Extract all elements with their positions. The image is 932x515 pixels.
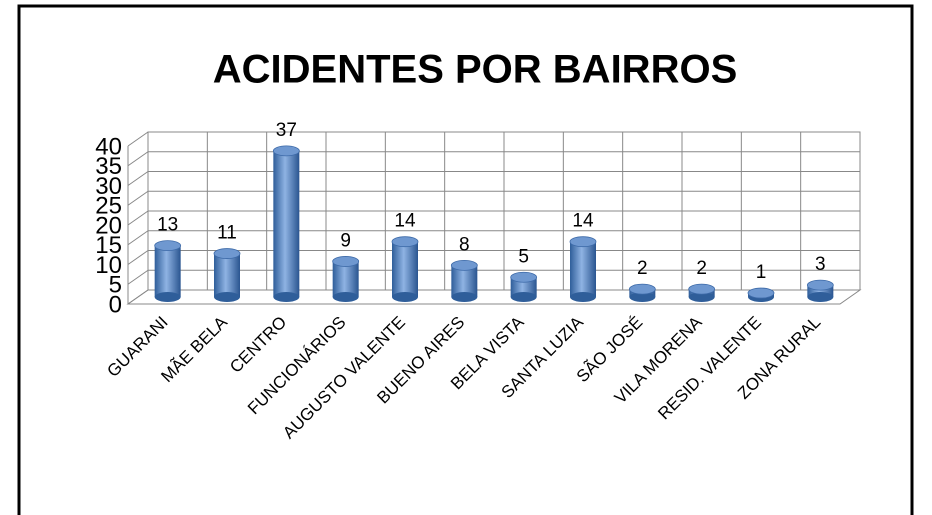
chart-title: ACIDENTES POR BAIRROS [213, 48, 738, 92]
y-tick-label: 40 [95, 133, 122, 160]
data-label: 9 [340, 230, 351, 251]
bar-top [154, 240, 182, 252]
bar-bottom [451, 292, 478, 302]
data-label: 11 [217, 223, 237, 244]
y-tick-label: 35 [95, 153, 122, 180]
data-label: 8 [459, 234, 470, 255]
grid-line-side [127, 210, 149, 226]
grid-line-side [127, 131, 149, 147]
bar-top [272, 145, 300, 157]
y-tick-label: 0 [109, 291, 122, 318]
bar-top [450, 259, 478, 271]
bar-bottom [688, 292, 715, 302]
grid-line-side [127, 250, 149, 265]
bar [807, 285, 834, 297]
y-tick-label: 10 [95, 252, 122, 279]
grid-line-side [127, 289, 149, 305]
bar-top [688, 283, 716, 295]
bar [510, 277, 537, 297]
data-label: 2 [696, 258, 707, 279]
grid-line-side [127, 230, 149, 246]
bar-top [391, 236, 419, 248]
bar-bottom [273, 292, 300, 302]
grid-line-side [127, 269, 149, 285]
data-label: 2 [637, 258, 648, 279]
grid-line-side [127, 171, 149, 186]
bar-top [806, 279, 834, 291]
bar [570, 241, 596, 297]
bar-top [628, 283, 656, 295]
y-tick-label: 5 [109, 272, 122, 299]
bar-bottom [154, 292, 181, 302]
bar [214, 253, 240, 297]
bar-bottom [570, 292, 596, 302]
bar-top [332, 256, 360, 267]
bar [154, 245, 181, 297]
y-tick-label: 15 [95, 232, 122, 259]
bar-top [747, 287, 775, 299]
data-label: 5 [518, 246, 529, 267]
bar-bottom [629, 292, 656, 302]
bar-top [213, 248, 241, 259]
bar-bottom [392, 292, 418, 302]
grid-line-side [127, 151, 149, 167]
data-label: 1 [756, 262, 767, 283]
bar [273, 150, 300, 297]
bar-top [569, 236, 597, 248]
bar [392, 241, 418, 297]
bar-bottom [214, 292, 240, 302]
bar-bottom [332, 292, 359, 302]
grid-line-side [127, 190, 149, 206]
bar-bottom [807, 292, 834, 302]
data-label: 3 [815, 254, 826, 275]
bar-top [510, 271, 538, 283]
data-label: 14 [394, 211, 416, 232]
bar-bottom [510, 292, 537, 302]
y-tick-label: 30 [95, 173, 122, 200]
data-label: 13 [157, 215, 178, 236]
data-label: 14 [572, 211, 594, 232]
bar [332, 261, 359, 297]
chart-frame [17, 4, 914, 515]
x-tick-label: RESID. VALENTE [654, 313, 765, 424]
y-tick-label: 25 [95, 193, 122, 220]
data-label: 37 [276, 120, 297, 141]
y-tick-label: 20 [95, 212, 122, 239]
